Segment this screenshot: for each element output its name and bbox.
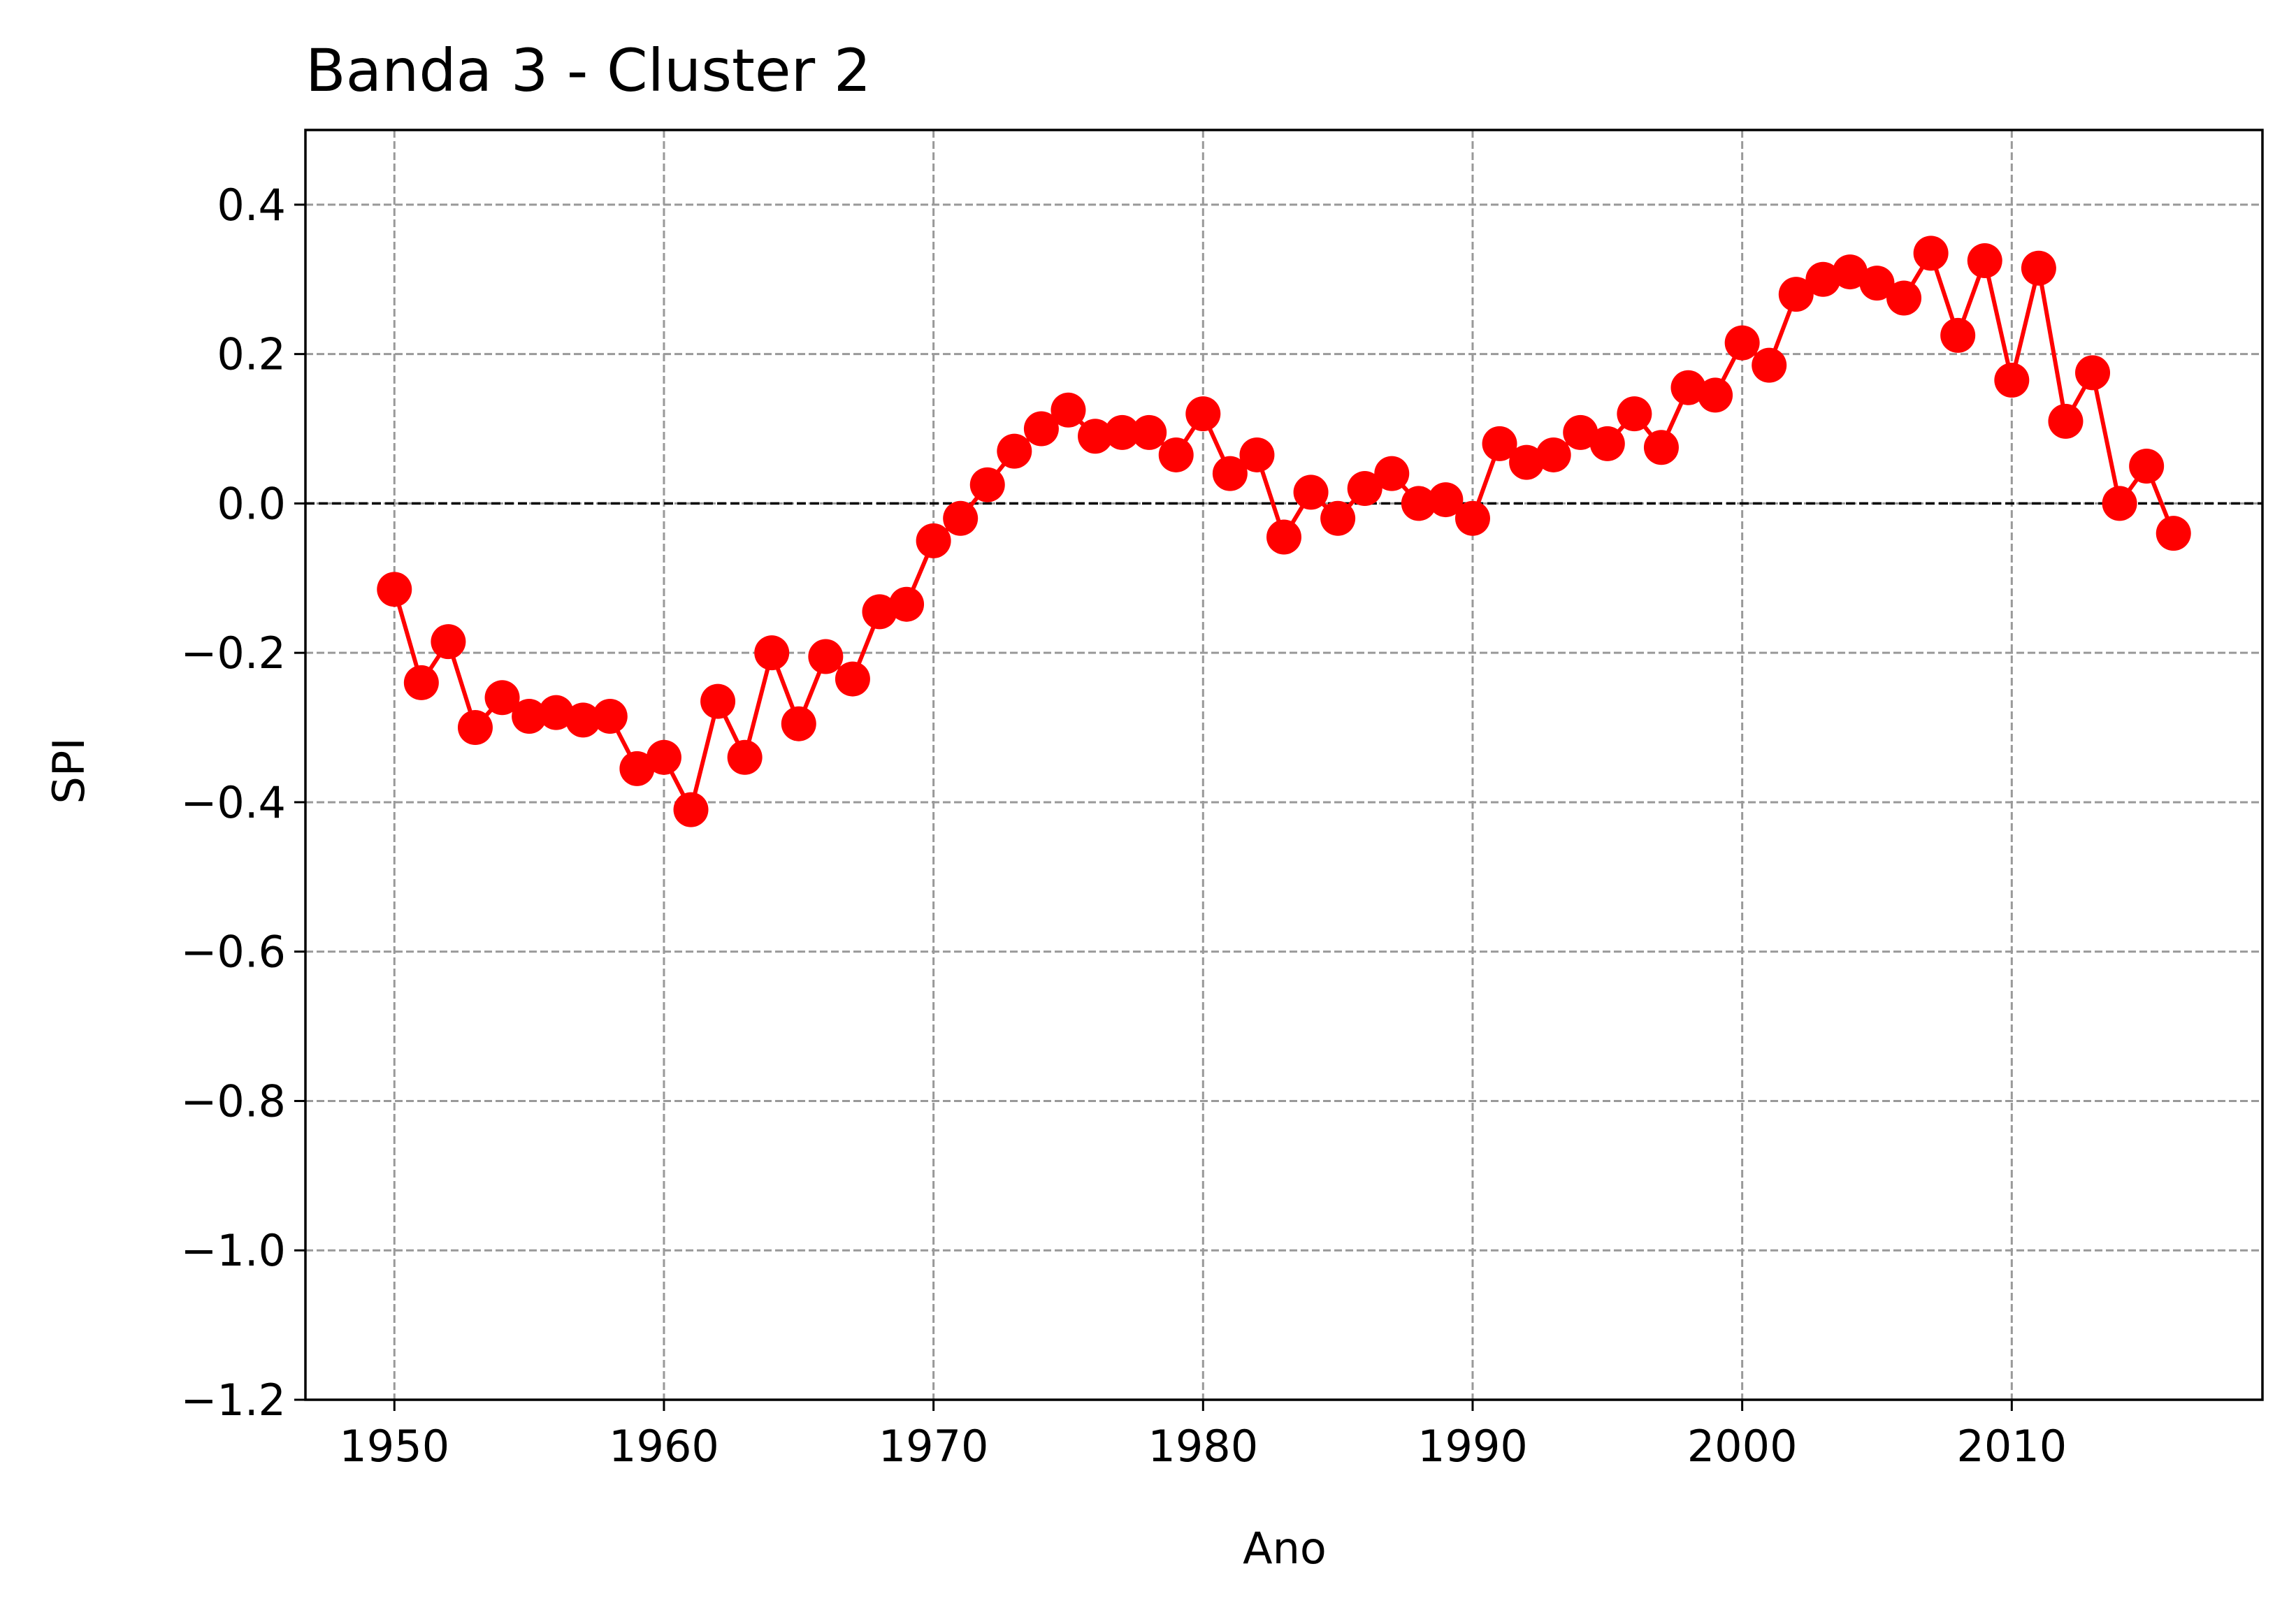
data-point — [889, 586, 925, 622]
data-point — [1859, 266, 1895, 301]
y-tick-label: −0.4 — [180, 777, 286, 828]
data-point — [1428, 482, 1464, 518]
y-tick-label: −1.0 — [180, 1225, 286, 1276]
data-point — [1185, 396, 1221, 432]
data-point — [1994, 363, 2030, 398]
y-tick-label: −0.6 — [180, 927, 286, 978]
data-point — [1023, 411, 1059, 447]
data-point — [1940, 317, 1976, 353]
data-point — [1454, 500, 1490, 536]
data-point — [619, 751, 655, 786]
data-point — [1832, 254, 1868, 290]
data-point — [1266, 519, 1301, 555]
data-point — [1482, 426, 1517, 461]
data-point — [1374, 456, 1410, 491]
data-point — [1617, 396, 1652, 432]
x-tick-label: 1960 — [609, 1421, 719, 1472]
data-point — [1320, 500, 1356, 536]
y-tick-label: 0.0 — [217, 478, 286, 529]
data-point — [512, 699, 547, 734]
data-point — [862, 594, 897, 630]
data-point — [781, 706, 816, 741]
y-tick-label: −0.8 — [180, 1076, 286, 1127]
data-point — [592, 699, 628, 734]
x-tick-label: 1970 — [879, 1421, 989, 1472]
data-point — [1132, 414, 1167, 450]
x-tick-label: 1980 — [1148, 1421, 1258, 1472]
data-point — [1752, 347, 1787, 383]
data-point — [1563, 414, 1598, 450]
x-tick-label: 1950 — [339, 1421, 449, 1472]
data-point — [1967, 243, 2002, 279]
data-point — [727, 739, 763, 775]
chart-title: Banda 3 - Cluster 2 — [305, 36, 871, 105]
data-point — [1212, 456, 1248, 491]
data-point — [1886, 280, 1922, 316]
data-point — [565, 702, 601, 738]
data-point — [1913, 236, 1949, 271]
y-tick-label: 0.4 — [217, 180, 286, 231]
data-point — [1239, 437, 1275, 472]
data-point — [484, 680, 520, 716]
data-point — [1050, 392, 1086, 428]
data-point — [2075, 355, 2111, 391]
data-point — [673, 792, 709, 827]
data-point — [997, 433, 1032, 469]
data-point — [1698, 377, 1733, 413]
data-point — [1805, 261, 1841, 297]
data-point — [1347, 471, 1382, 507]
data-point — [1643, 430, 1679, 465]
data-point — [2102, 486, 2137, 521]
data-point — [808, 639, 844, 674]
data-point — [646, 739, 681, 775]
y-tick-label: −1.2 — [180, 1375, 286, 1426]
y-tick-label: −0.2 — [180, 628, 286, 679]
x-axis-ticks: 1950 1960 1970 1980 1990 2000 2010 — [339, 1400, 2067, 1472]
data-point — [754, 635, 790, 671]
data-point — [943, 500, 979, 536]
data-point — [1670, 370, 1706, 405]
data-point — [2048, 403, 2084, 439]
x-tick-label: 2010 — [1956, 1421, 2067, 1472]
x-tick-label: 2000 — [1687, 1421, 1798, 1472]
data-point — [1724, 325, 1760, 361]
data-point — [457, 710, 493, 746]
data-point — [2129, 448, 2165, 484]
data-point — [969, 467, 1005, 502]
data-point — [1293, 475, 1329, 510]
data-point — [1401, 486, 1436, 521]
data-point — [835, 661, 870, 697]
data-point — [538, 695, 574, 730]
data-point — [1509, 444, 1545, 480]
data-point — [377, 572, 412, 607]
data-point — [2021, 250, 2056, 286]
data-point — [403, 665, 439, 700]
data-point — [700, 683, 736, 719]
data-point — [1158, 437, 1194, 472]
x-axis-label: Ano — [1243, 1523, 1327, 1574]
data-point — [1778, 277, 1814, 312]
y-axis-ticks: −1.2 −1.0 −0.8 −0.6 −0.4 −0.2 0.0 0.2 0.4 — [180, 180, 305, 1426]
y-tick-label: 0.2 — [217, 329, 286, 380]
data-point — [1589, 426, 1625, 461]
grid-lines — [305, 130, 2262, 1401]
y-axis-label: SPI — [43, 737, 94, 804]
data-point — [1536, 437, 1571, 472]
data-point — [431, 624, 466, 660]
x-tick-label: 1990 — [1417, 1421, 1528, 1472]
data-point — [916, 523, 951, 558]
data-point — [2156, 516, 2191, 551]
data-points — [377, 236, 2191, 827]
data-point — [1078, 419, 1113, 454]
plot-frame — [304, 129, 2264, 1401]
data-point — [1104, 414, 1140, 450]
